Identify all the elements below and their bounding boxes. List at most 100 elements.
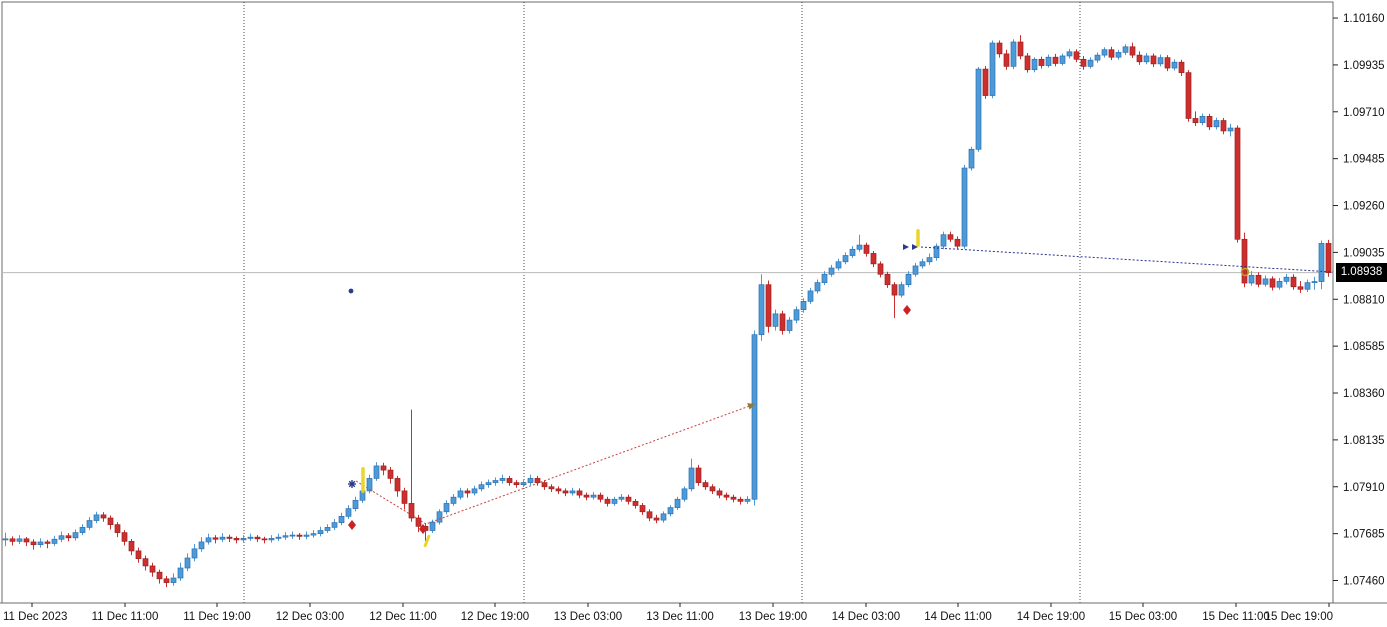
candle-body-up bbox=[51, 538, 58, 544]
candle-body-up bbox=[457, 490, 464, 498]
candle-body-up bbox=[303, 534, 310, 537]
candle-body-down bbox=[30, 541, 37, 546]
candle-body-up bbox=[940, 234, 947, 247]
price-tick-label: 1.07460 bbox=[1343, 576, 1385, 588]
candle-body-up bbox=[310, 533, 317, 536]
trendline-navy-dotted[interactable] bbox=[920, 246, 1334, 273]
candle-body-up bbox=[240, 538, 247, 541]
plot-area[interactable] bbox=[1, 1, 1334, 604]
price-tick-label: 1.08360 bbox=[1343, 388, 1385, 400]
candle-body-up bbox=[835, 261, 842, 269]
candle-body-down bbox=[709, 486, 716, 492]
candle-body-up bbox=[800, 301, 807, 311]
price-tick-label: 1.10160 bbox=[1343, 13, 1385, 25]
candle-body-up bbox=[366, 478, 373, 492]
candle-body-down bbox=[114, 524, 121, 533]
candle-body-down bbox=[394, 478, 401, 492]
candle-body-up bbox=[660, 513, 667, 521]
candle-body-up bbox=[170, 577, 177, 583]
price-tick-label: 1.08810 bbox=[1343, 294, 1385, 306]
candle-body-up bbox=[1318, 243, 1325, 282]
candle-body-up bbox=[926, 257, 933, 263]
diamond-marker-icon[interactable] bbox=[348, 520, 356, 530]
candle-body-down bbox=[464, 490, 471, 494]
price-tick-label: 1.07685 bbox=[1343, 529, 1385, 541]
candle-body-up bbox=[1248, 274, 1255, 284]
candle-body-down bbox=[1220, 120, 1227, 132]
diamond-marker-icon[interactable] bbox=[903, 305, 911, 315]
candle-body-up bbox=[1066, 51, 1073, 57]
candle-body-down bbox=[9, 538, 16, 542]
highlight-bar-marker[interactable] bbox=[916, 229, 920, 247]
time-tick-label: 15 Dec 19:00 bbox=[1265, 611, 1333, 623]
candle-body-up bbox=[429, 521, 436, 531]
candle-body-up bbox=[37, 541, 44, 546]
time-scale[interactable]: 11 Dec 2023 11 Dec 11:00 11 Dec 19:00 12 De… bbox=[0, 602, 1387, 623]
arrow-right-marker-icon[interactable] bbox=[912, 244, 918, 250]
dot-marker-icon[interactable] bbox=[348, 288, 354, 294]
candle-body-down bbox=[254, 536, 261, 540]
candle-body-up bbox=[177, 567, 184, 579]
price-tick-label: 1.09035 bbox=[1343, 247, 1385, 259]
candle-body-down bbox=[534, 478, 541, 483]
candle-body-up bbox=[1276, 281, 1283, 288]
candle-body-up bbox=[821, 273, 828, 283]
candle-body-up bbox=[618, 496, 625, 500]
candle-body-up bbox=[268, 538, 275, 541]
candle-body-down bbox=[1206, 116, 1213, 128]
candle-body-up bbox=[1199, 116, 1206, 123]
candle-body-down bbox=[639, 505, 646, 513]
candle-body-down bbox=[23, 538, 30, 543]
time-tick-label: 12 Dec 03:00 bbox=[276, 611, 344, 623]
candle-body-up bbox=[968, 148, 975, 169]
arrow-right-marker-icon[interactable] bbox=[903, 244, 909, 250]
candle-body-up bbox=[1122, 46, 1129, 53]
time-tick-label: 15 Dec 11:00 bbox=[1202, 611, 1270, 623]
candle-body-down bbox=[604, 498, 611, 504]
price-tick-label: 1.09935 bbox=[1343, 60, 1385, 72]
price-tick-label: 1.08585 bbox=[1343, 341, 1385, 353]
candle-body-up bbox=[1283, 276, 1290, 282]
candle-body-up bbox=[331, 522, 338, 528]
price-scale[interactable]: 1.10160 1.09935 1.09710 1.09485 1.09260 1.090… bbox=[1333, 13, 1385, 588]
candle-body-up bbox=[814, 282, 821, 292]
candle-body-up bbox=[786, 319, 793, 331]
candle-body-up bbox=[1031, 58, 1038, 71]
candle-body-down bbox=[135, 550, 142, 559]
candle-body-down bbox=[548, 486, 555, 490]
highlight-bar-marker[interactable] bbox=[423, 534, 431, 548]
trendlines-layer bbox=[355, 246, 1334, 525]
highlight-bar-marker[interactable] bbox=[361, 467, 365, 493]
candle-body-up bbox=[198, 541, 205, 550]
candle-body-up bbox=[338, 515, 345, 523]
candle-body-up bbox=[1262, 278, 1269, 285]
candle-body-down bbox=[702, 482, 709, 488]
candle-body-down bbox=[1150, 55, 1157, 65]
candle-body-up bbox=[919, 261, 926, 267]
diamond-marker-icon[interactable] bbox=[419, 524, 427, 534]
candle-body-up bbox=[478, 484, 485, 490]
candle-body-down bbox=[1073, 51, 1080, 60]
candle-body-down bbox=[884, 273, 891, 286]
candle-body-down bbox=[1325, 243, 1332, 273]
candle-body-up bbox=[674, 498, 681, 508]
candle-body-down bbox=[625, 496, 632, 502]
candle-body-down bbox=[730, 496, 737, 500]
candle-body-down bbox=[100, 514, 107, 519]
time-tick-label: 13 Dec 03:00 bbox=[554, 611, 622, 623]
candle-body-down bbox=[401, 490, 408, 504]
candle-body-down bbox=[870, 253, 877, 265]
candle-body-up bbox=[1213, 120, 1220, 128]
price-tick-label: 1.07910 bbox=[1343, 482, 1385, 494]
candle-body-down bbox=[226, 536, 233, 539]
circle-marker-icon[interactable] bbox=[1240, 267, 1250, 277]
candle-body-down bbox=[513, 482, 520, 486]
candle-body-up bbox=[184, 557, 191, 569]
candle-body-down bbox=[1290, 276, 1297, 288]
candle-body-down bbox=[1192, 118, 1199, 123]
candle-body-up bbox=[1227, 127, 1234, 132]
candle-body-down bbox=[1108, 49, 1115, 58]
candle-body-up bbox=[275, 536, 282, 539]
candle-body-up bbox=[492, 480, 499, 483]
